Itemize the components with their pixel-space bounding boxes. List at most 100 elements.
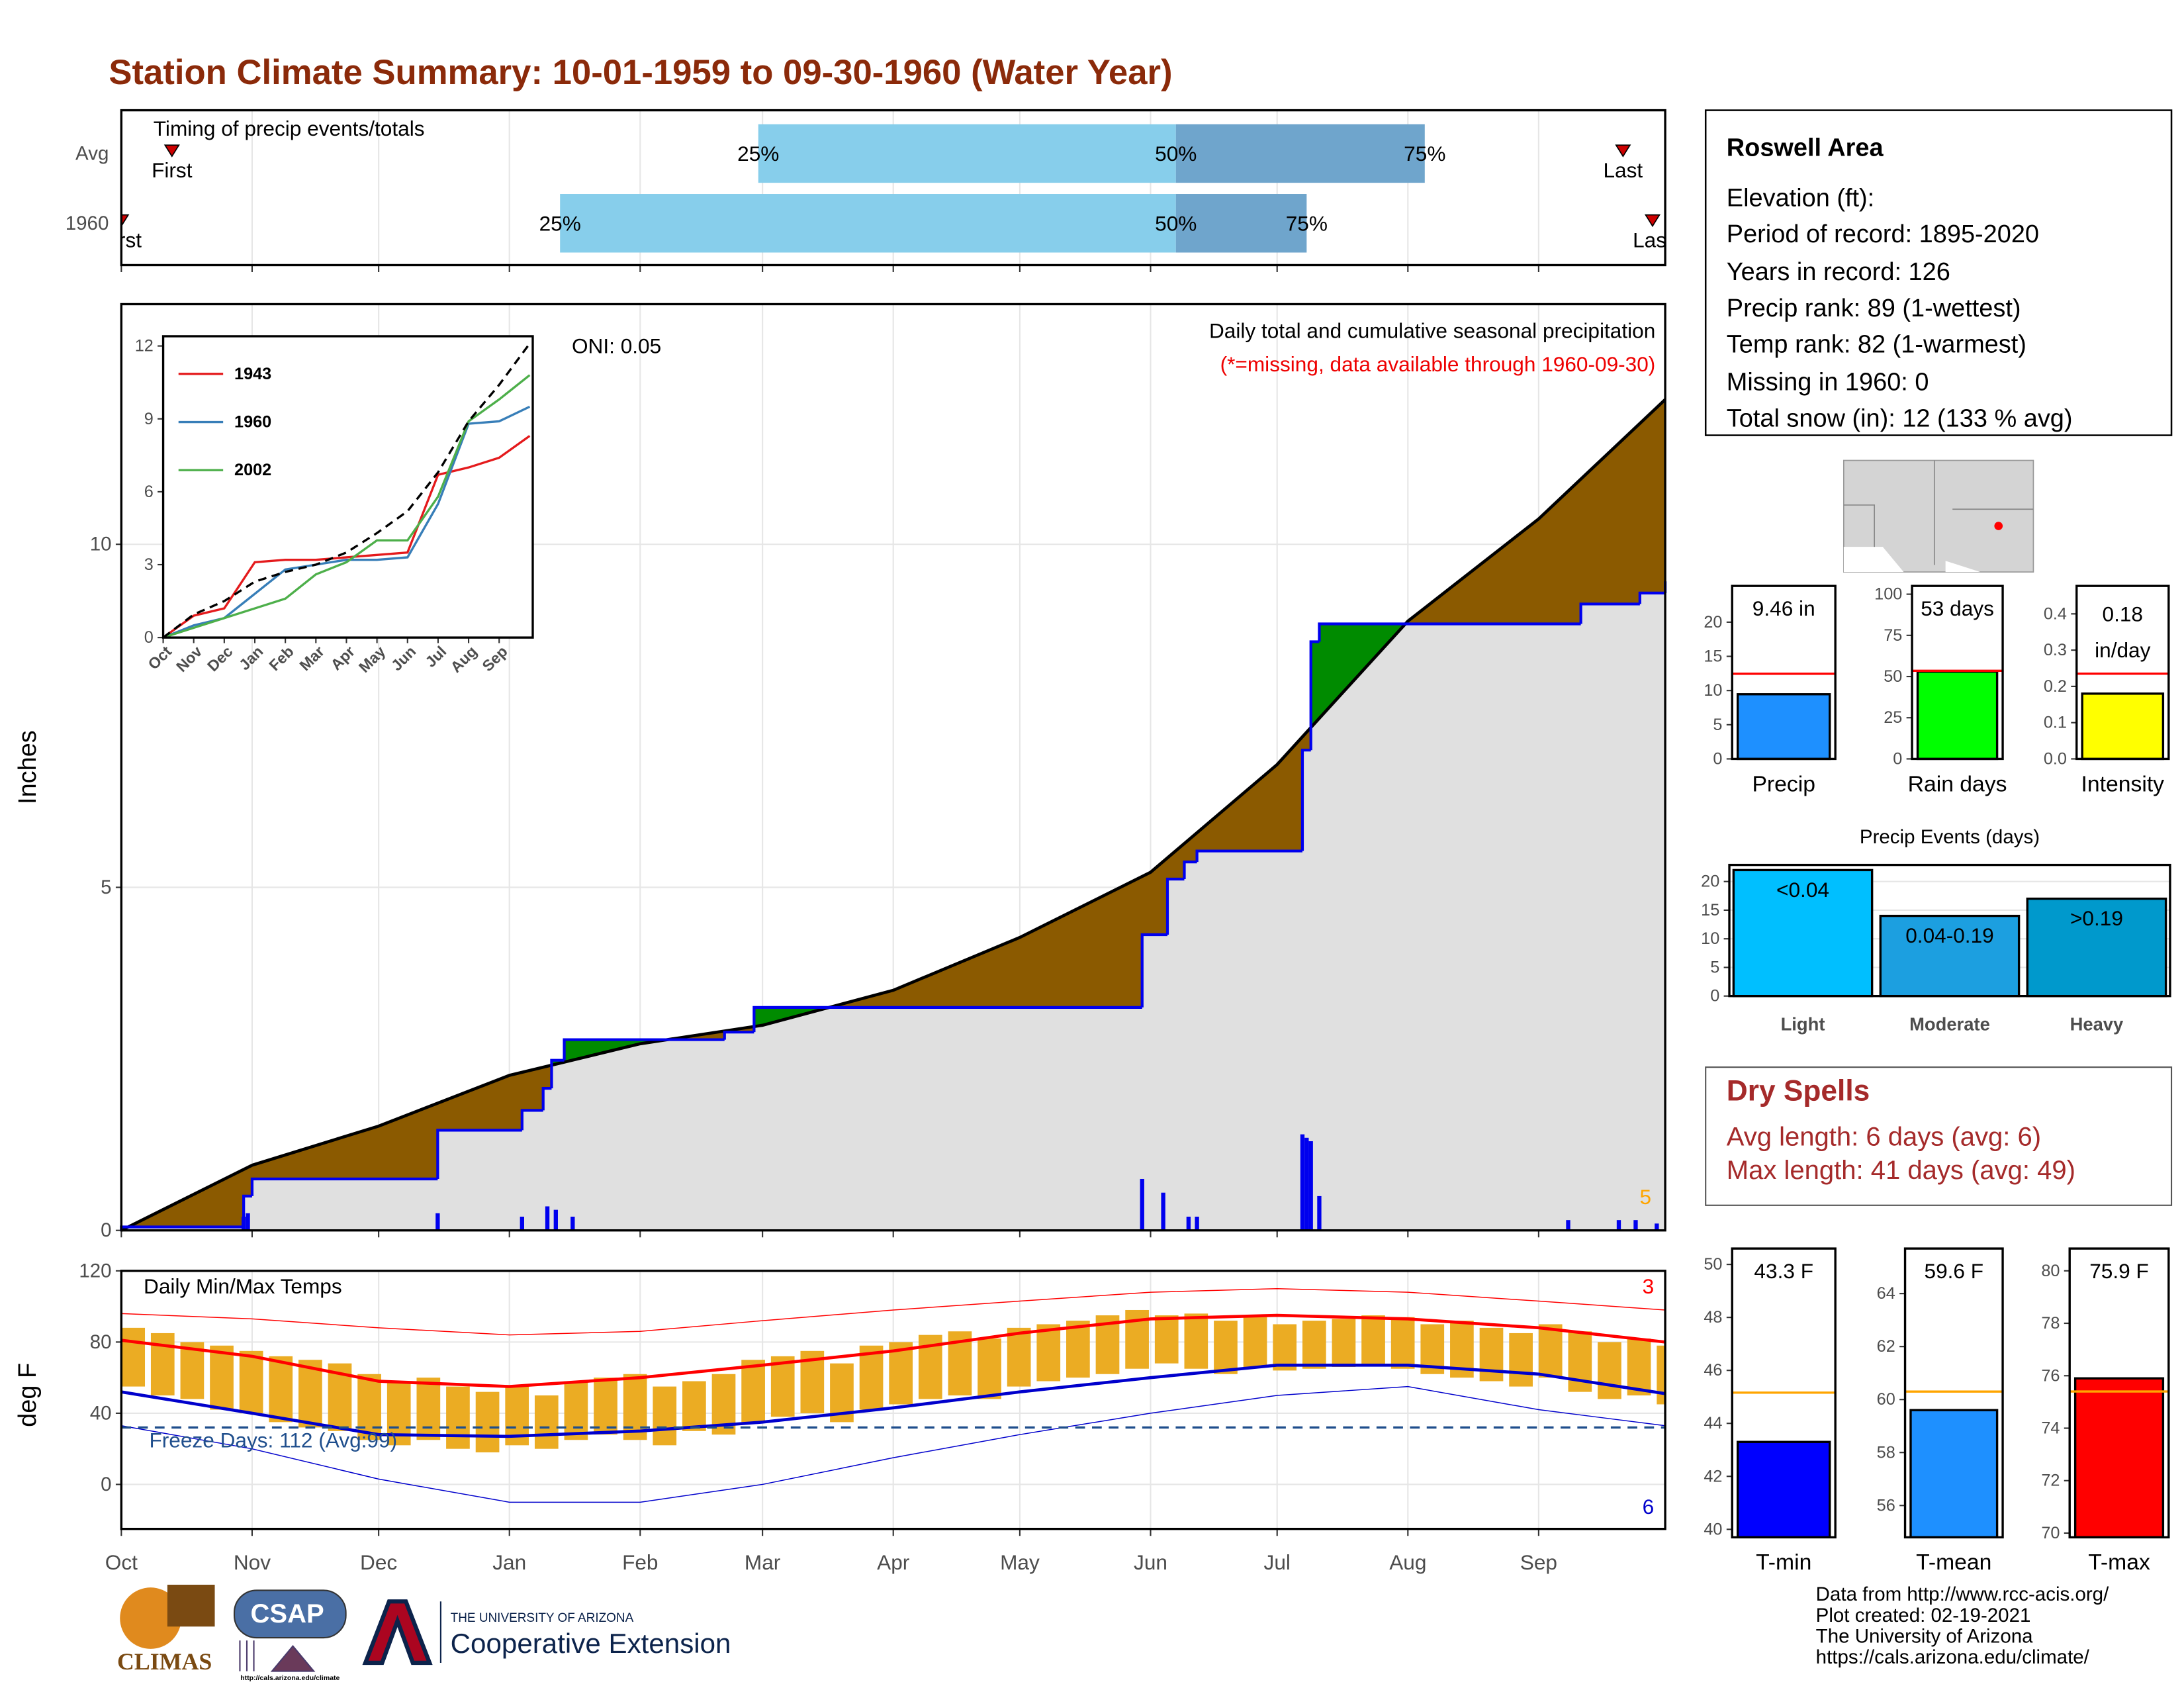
daily-range-bar bbox=[1184, 1313, 1208, 1369]
daily-range-bar bbox=[1657, 1345, 1666, 1405]
category-label: Moderate bbox=[1909, 1013, 1990, 1034]
y-tick-label: 0 bbox=[101, 1474, 111, 1495]
daily-range-bar bbox=[1598, 1342, 1621, 1399]
daily-range-bar bbox=[150, 1333, 175, 1396]
series-line bbox=[163, 374, 531, 639]
map-border bbox=[1843, 547, 1981, 573]
daily-range-bar bbox=[269, 1356, 293, 1423]
info-box bbox=[1704, 109, 2173, 436]
daily-bar bbox=[1161, 1192, 1165, 1231]
page-title: Station Climate Summary: 10-01-1959 to 0… bbox=[109, 53, 1172, 92]
record-low-count: 6 bbox=[1643, 1495, 1655, 1519]
quartile-label: 75% bbox=[1404, 142, 1445, 165]
legend-label: 1943 bbox=[234, 365, 271, 383]
y-tick-label: 0.0 bbox=[2044, 749, 2067, 768]
legend-label: 1960 bbox=[234, 413, 271, 432]
y-tick-label: 0.2 bbox=[2044, 677, 2067, 696]
daily-range-bar bbox=[475, 1391, 500, 1453]
y-tick-label: 0.3 bbox=[2044, 641, 2067, 659]
bar-range-label: 0.04-0.19 bbox=[1905, 923, 1994, 947]
credit-line: Data from http://www.rcc-acis.org/ bbox=[1816, 1583, 2109, 1605]
category-label: T-max bbox=[2088, 1550, 2150, 1575]
quartile-label: 75% bbox=[1286, 211, 1328, 235]
daily-range-bar bbox=[859, 1345, 884, 1410]
y-tick-label: 50 bbox=[1884, 667, 1902, 686]
cumulative-step bbox=[1579, 602, 1640, 624]
info-line: Elevation (ft): bbox=[1727, 184, 1874, 212]
bar-range-label: <0.04 bbox=[1776, 878, 1829, 902]
plot-frame bbox=[2068, 1247, 2170, 1539]
daily-range-bar bbox=[564, 1381, 588, 1440]
quartile-label: 25% bbox=[737, 142, 779, 165]
info-line: Temp rank: 82 (1-warmest) bbox=[1727, 331, 2026, 359]
category-label: Intensity bbox=[2081, 771, 2165, 796]
average-line bbox=[120, 398, 1666, 1232]
daily-range-bar bbox=[594, 1378, 617, 1435]
x-tick-label: Oct bbox=[105, 1550, 138, 1574]
quartile-bar bbox=[758, 124, 1176, 183]
x-tick-label: Feb bbox=[622, 1550, 658, 1574]
record-high-count: 3 bbox=[1643, 1274, 1655, 1298]
daily-bar bbox=[1616, 1220, 1621, 1231]
cumulative-step bbox=[1309, 640, 1320, 751]
quartile-label: 50% bbox=[1155, 211, 1197, 235]
daily-range-bar bbox=[1007, 1327, 1031, 1387]
daily-range-bar bbox=[1243, 1317, 1267, 1368]
value-label: 0.18 bbox=[2103, 602, 2144, 626]
record-low-line bbox=[121, 1385, 1666, 1503]
daily-bar bbox=[1308, 1141, 1313, 1231]
y-tick-label: 64 bbox=[1877, 1284, 1895, 1303]
y-tick-label: 0 bbox=[1710, 987, 1719, 1006]
x-tick-label: Dec bbox=[360, 1550, 397, 1574]
cumulative-step bbox=[242, 1194, 252, 1227]
value-label: 59.6 F bbox=[1925, 1259, 1984, 1283]
cumulative-step bbox=[752, 1006, 1142, 1033]
event-marker bbox=[1615, 144, 1631, 158]
daily-range-bar bbox=[623, 1374, 647, 1440]
daily-bar bbox=[435, 1213, 440, 1231]
x-tick-label: Nov bbox=[234, 1550, 271, 1574]
csap-icon bbox=[239, 1640, 316, 1672]
x-tick-label: Mar bbox=[745, 1550, 780, 1574]
category-label: T-min bbox=[1756, 1550, 1811, 1575]
row-label: Avg bbox=[75, 142, 109, 164]
plot-frame bbox=[120, 109, 1666, 267]
inset-background bbox=[163, 336, 533, 638]
bar bbox=[1909, 1409, 1999, 1539]
quartile-bar bbox=[1175, 194, 1307, 253]
normal-high-line bbox=[121, 1313, 1666, 1388]
daily-range-bar bbox=[1273, 1324, 1297, 1371]
daily-range-bar bbox=[1361, 1315, 1385, 1366]
daily-range-bar bbox=[1302, 1321, 1326, 1369]
x-tick-label: Apr bbox=[877, 1550, 909, 1574]
y-tick-label: 78 bbox=[2041, 1314, 2060, 1333]
plot-frame bbox=[161, 335, 534, 639]
plot-frame bbox=[1731, 1247, 1837, 1539]
daily-range-bar bbox=[770, 1356, 795, 1417]
y-tick-label: 50 bbox=[1704, 1255, 1722, 1274]
y-tick-label: 46 bbox=[1704, 1361, 1722, 1380]
info-title: Roswell Area bbox=[1727, 134, 1884, 162]
daily-range-bar bbox=[1538, 1324, 1563, 1378]
series-line bbox=[162, 435, 531, 639]
category-label: Heavy bbox=[2070, 1013, 2124, 1034]
daily-bar bbox=[1655, 1223, 1659, 1231]
timing-plot: 25% 50% 75% First Last 25% 50% 75% First Last bbox=[121, 124, 1665, 253]
y-tick-label: 62 bbox=[1877, 1337, 1895, 1356]
y-tick-label: 100 bbox=[1874, 585, 1902, 604]
y-tick-label: 10 bbox=[1701, 929, 1719, 948]
bar bbox=[1736, 693, 1831, 761]
cumulative-step bbox=[723, 1031, 754, 1040]
daily-range-bar bbox=[357, 1374, 381, 1440]
x-tick-label: Sep bbox=[1520, 1550, 1557, 1574]
plot-frame bbox=[1728, 863, 2171, 998]
daily-range-bar bbox=[682, 1381, 706, 1431]
daily-range-bar bbox=[1214, 1321, 1238, 1374]
bar bbox=[2081, 692, 2165, 761]
y-tick-label: 5 bbox=[101, 876, 111, 898]
daily-bar bbox=[1304, 1137, 1309, 1231]
y-tick-label: 3 bbox=[144, 555, 154, 574]
bar bbox=[1879, 914, 2021, 998]
